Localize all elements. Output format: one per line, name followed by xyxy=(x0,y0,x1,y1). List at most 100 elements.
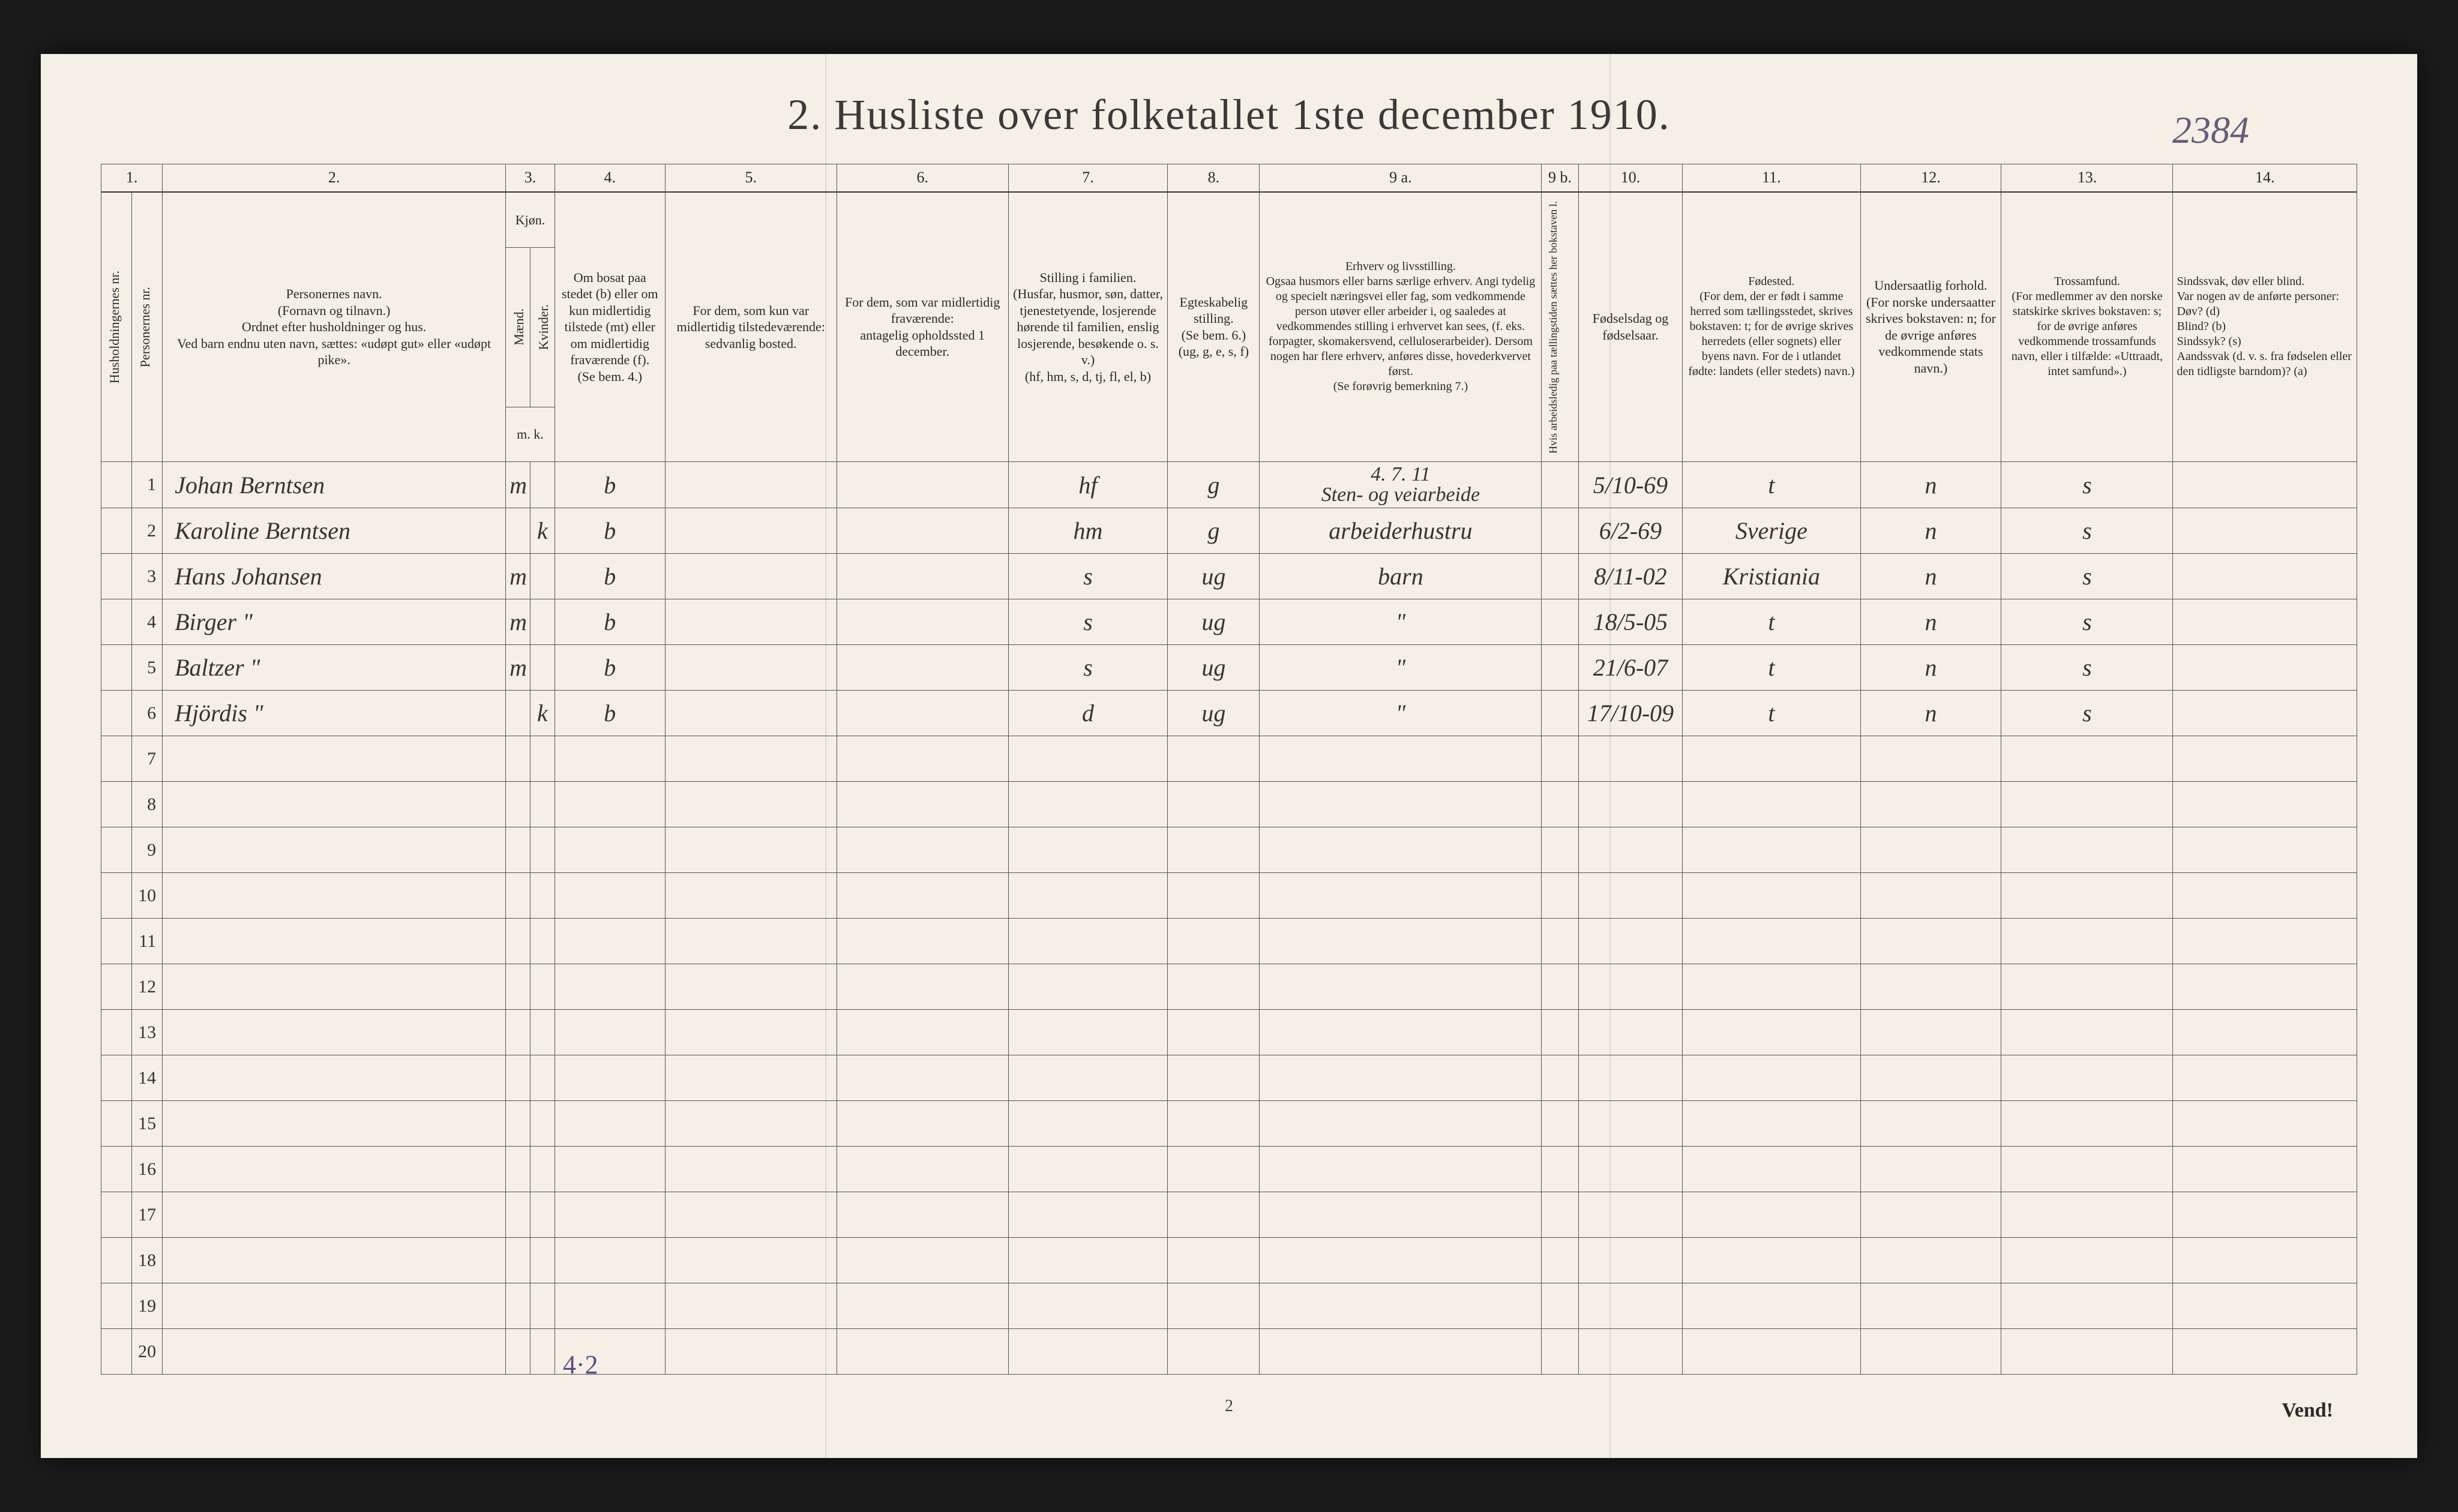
cell xyxy=(2173,1147,2357,1192)
cell xyxy=(101,736,132,782)
col-header: Sindssvak, døv eller blind. Var nogen av… xyxy=(2173,192,2357,462)
cell: 8/11-02 xyxy=(1578,554,1683,599)
cell xyxy=(101,1055,132,1101)
cell xyxy=(506,1329,530,1375)
cell xyxy=(1008,1010,1168,1055)
vertical-label: Kvinder. xyxy=(534,298,553,356)
cell xyxy=(1542,554,1578,599)
cell: 17 xyxy=(132,1192,163,1238)
cell xyxy=(554,873,665,919)
colnum: 8. xyxy=(1168,164,1260,192)
cell xyxy=(665,645,837,691)
cell xyxy=(101,1329,132,1375)
table-header: 1. 2. 3. 4. 5. 6. 7. 8. 9 a. 9 b. 10. 11… xyxy=(101,164,2357,462)
cell xyxy=(2001,964,2173,1010)
cell: Birger " xyxy=(163,599,506,645)
cell xyxy=(101,645,132,691)
cell xyxy=(837,964,1008,1010)
cell xyxy=(1683,1055,1860,1101)
col-subheader: Kvinder. xyxy=(530,248,554,407)
cell xyxy=(665,1055,837,1101)
cell xyxy=(554,1101,665,1147)
cell xyxy=(837,691,1008,736)
cell: s xyxy=(2001,508,2173,554)
cell xyxy=(1168,827,1260,873)
table-row: 3Hans Johansenmbsugbarn8/11-02Kristiania… xyxy=(101,554,2357,599)
cell: hm xyxy=(1008,508,1168,554)
cell xyxy=(1578,1101,1683,1147)
table-row: 20 xyxy=(101,1329,2357,1375)
table-row: 4Birger "mbsug"18/5-05tns xyxy=(101,599,2357,645)
cell xyxy=(101,599,132,645)
cell xyxy=(2173,782,2357,827)
cell: n xyxy=(1860,645,2001,691)
cell xyxy=(101,873,132,919)
cell: Hans Johansen xyxy=(163,554,506,599)
cell xyxy=(1683,1329,1860,1375)
cell xyxy=(530,1147,554,1192)
cell xyxy=(2173,1192,2357,1238)
cell xyxy=(837,1283,1008,1329)
cell xyxy=(1168,1238,1260,1283)
cell: t xyxy=(1683,462,1860,508)
cell: Johan Berntsen xyxy=(163,462,506,508)
colnum: 10. xyxy=(1578,164,1683,192)
cell xyxy=(530,1238,554,1283)
cell xyxy=(101,1238,132,1283)
colnum: 6. xyxy=(837,164,1008,192)
table-row: 2Karoline Berntsenkbhmgarbeiderhustru6/2… xyxy=(101,508,2357,554)
cell xyxy=(1860,1101,2001,1147)
cell xyxy=(2173,964,2357,1010)
cell xyxy=(1260,1329,1542,1375)
cell xyxy=(530,462,554,508)
cell xyxy=(2001,736,2173,782)
cell: 4. 7. 11 Sten- og veiarbeide xyxy=(1260,462,1542,508)
cell xyxy=(1260,873,1542,919)
cell: 12 xyxy=(132,964,163,1010)
cell xyxy=(837,554,1008,599)
cell: g xyxy=(1168,462,1260,508)
cell xyxy=(2001,873,2173,919)
cell xyxy=(506,1101,530,1147)
cell: Baltzer " xyxy=(163,645,506,691)
cell: b xyxy=(554,691,665,736)
cell xyxy=(530,736,554,782)
cell: 16 xyxy=(132,1147,163,1192)
cell xyxy=(1168,1192,1260,1238)
cell xyxy=(1860,827,2001,873)
table-row: 7 xyxy=(101,736,2357,782)
cell xyxy=(101,964,132,1010)
col-header: Fødested. (For dem, der er født i samme … xyxy=(1683,192,1860,462)
colnum: 1. xyxy=(101,164,163,192)
cell: b xyxy=(554,599,665,645)
cell: s xyxy=(2001,599,2173,645)
cell: t xyxy=(1683,645,1860,691)
cell: 20 xyxy=(132,1329,163,1375)
cell xyxy=(530,919,554,964)
cell xyxy=(2173,691,2357,736)
cell xyxy=(554,919,665,964)
cell xyxy=(1578,1055,1683,1101)
cell xyxy=(2173,1055,2357,1101)
cell xyxy=(1683,964,1860,1010)
cell xyxy=(1008,1283,1168,1329)
col-header: For dem, som kun var midlertidig tilsted… xyxy=(665,192,837,462)
cell xyxy=(837,1329,1008,1375)
cell xyxy=(837,1055,1008,1101)
cell xyxy=(1168,873,1260,919)
vertical-label: Mænd. xyxy=(509,302,529,352)
colnum: 11. xyxy=(1683,164,1860,192)
cell: Kristiania xyxy=(1683,554,1860,599)
cell xyxy=(665,1147,837,1192)
table-row: 11 xyxy=(101,919,2357,964)
cell xyxy=(1008,873,1168,919)
cell xyxy=(530,782,554,827)
cell xyxy=(1168,1010,1260,1055)
cell xyxy=(665,462,837,508)
cell xyxy=(665,827,837,873)
cell: m xyxy=(506,462,530,508)
cell: 13 xyxy=(132,1010,163,1055)
cell xyxy=(1168,1147,1260,1192)
cell xyxy=(506,1010,530,1055)
cell xyxy=(2001,827,2173,873)
